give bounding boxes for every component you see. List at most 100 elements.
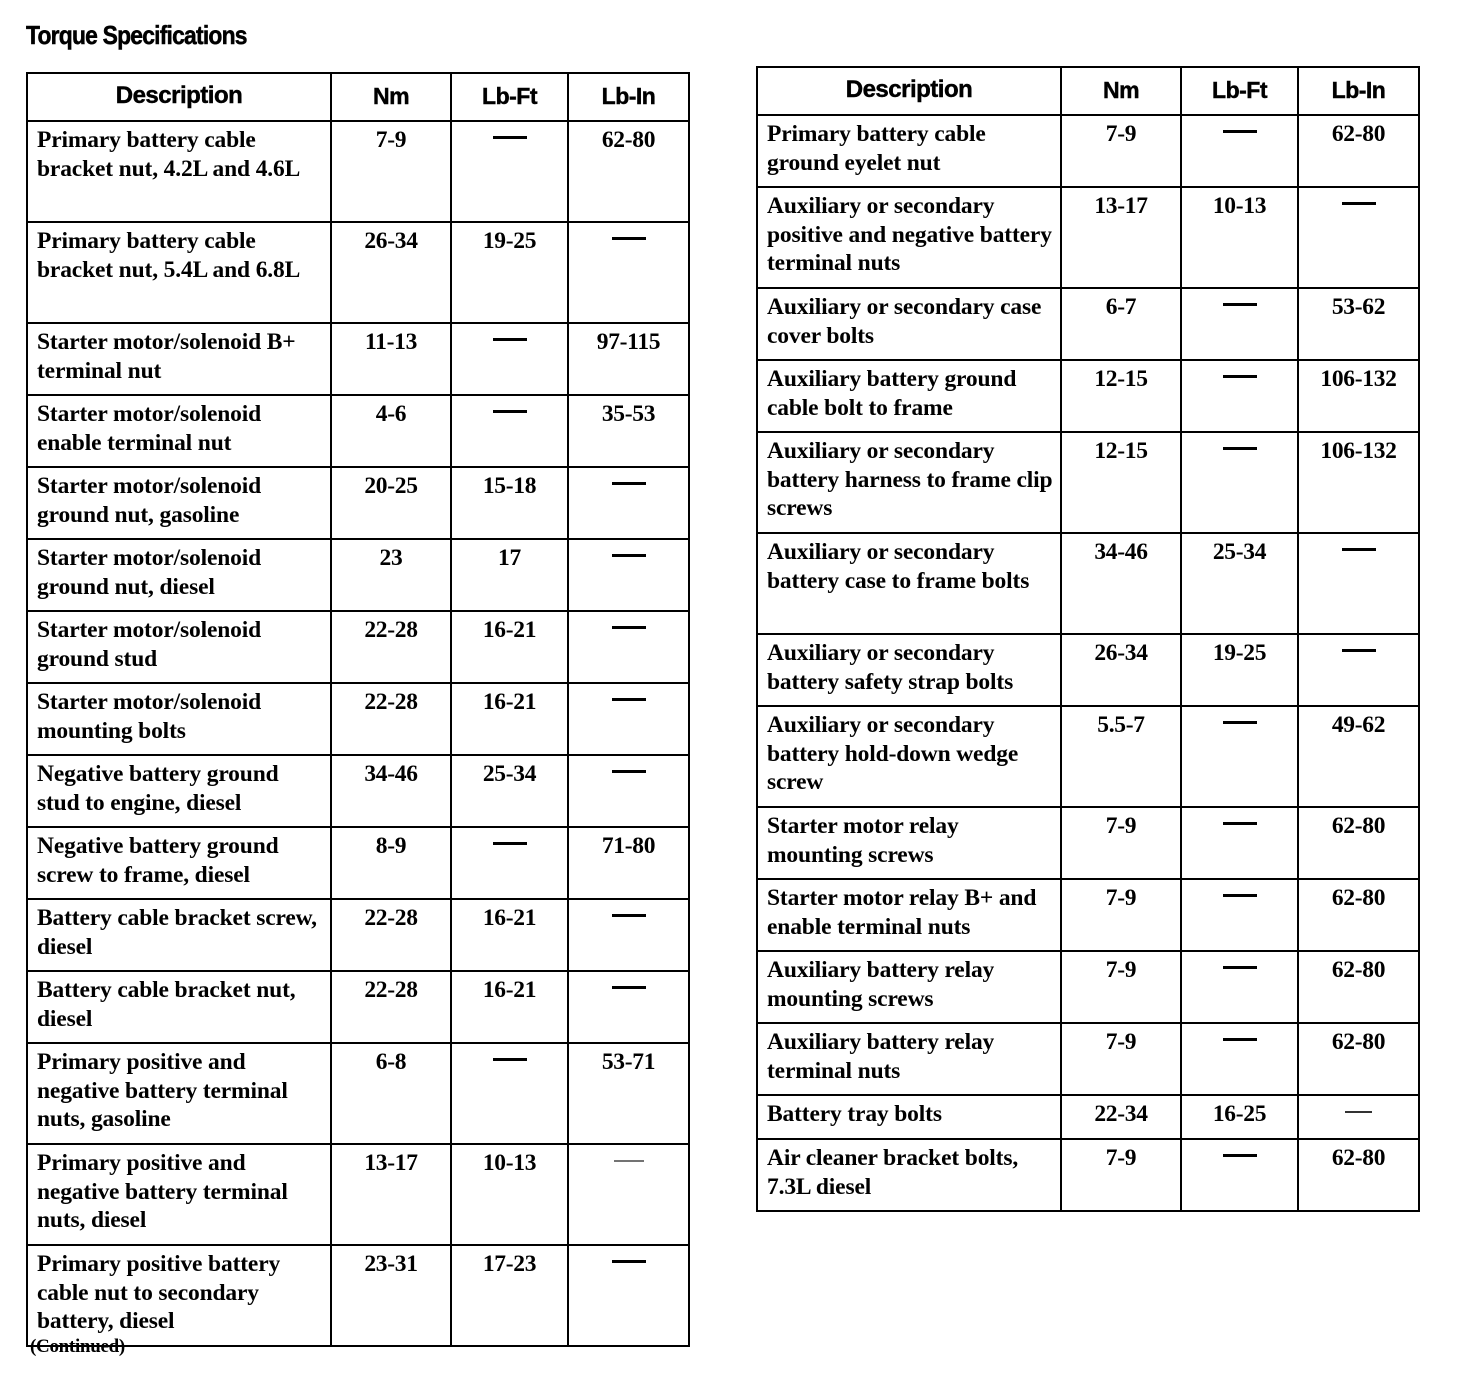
table-row: Primary battery cable ground eyelet nut 7…: [756, 114, 1420, 188]
header-row: Description Nm Lb-Ft Lb-In: [26, 72, 690, 122]
em-dash-placeholder: [611, 986, 646, 989]
cell-lb-in: 62-80: [1297, 950, 1420, 1024]
cell-lb-ft: [1180, 806, 1299, 880]
cell-lb-ft: [450, 322, 569, 396]
cell-description: Starter motor/solenoid mounting bolts: [26, 682, 332, 756]
cell-lb-in: 62-80: [1297, 1138, 1420, 1212]
cell-lb-in: 97-115: [567, 322, 690, 396]
em-dash-placeholder: [492, 136, 527, 139]
cell-lb-in: 62-80: [1297, 878, 1420, 952]
cell-description: Battery cable bracket screw, diesel: [26, 898, 332, 972]
em-dash-placeholder: [611, 770, 646, 773]
table-row: Starter motor relay mounting screws 7-9 62…: [756, 806, 1420, 880]
cell-lb-ft: 19-25: [1180, 633, 1299, 707]
cell-lb-ft: [450, 120, 569, 223]
cell-lb-in: 53-62: [1297, 287, 1420, 361]
header-row: Description Nm Lb-Ft Lb-In: [756, 66, 1420, 116]
table-row: Primary battery cable bracket nut, 4.2L …: [26, 120, 690, 223]
cell-description: Auxiliary battery relay terminal nuts: [756, 1022, 1062, 1096]
cell-lb-in: [567, 610, 690, 684]
cell-nm: 13-17: [330, 1143, 452, 1246]
cell-nm: 5.5-7: [1060, 705, 1182, 808]
table-row: Auxiliary or secondary battery safety st…: [756, 633, 1420, 707]
cell-lb-in: [1297, 1094, 1420, 1140]
cell-nm: 22-28: [330, 610, 452, 684]
em-dash-placeholder: [611, 554, 646, 557]
cell-description: Auxiliary battery relay mounting screws: [756, 950, 1062, 1024]
cell-nm: 23-31: [330, 1244, 452, 1347]
cell-lb-ft: 16-21: [450, 970, 569, 1044]
cell-nm: 7-9: [1060, 806, 1182, 880]
em-dash-placeholder: [492, 842, 527, 845]
cell-lb-in: 53-71: [567, 1042, 690, 1145]
cell-nm: 20-25: [330, 466, 452, 540]
continued-note: (Continued): [30, 1336, 125, 1357]
em-dash-placeholder: [1341, 548, 1376, 551]
cell-description: Auxiliary or secondary battery safety st…: [756, 633, 1062, 707]
table-body-right: Primary battery cable ground eyelet nut 7…: [756, 114, 1420, 1212]
cell-lb-in: [567, 538, 690, 612]
em-dash-placeholder: [1222, 822, 1257, 825]
cell-description: Starter motor/solenoid ground nut, gasol…: [26, 466, 332, 540]
table-row: Auxiliary battery ground cable bolt to f…: [756, 359, 1420, 433]
table-row: Starter motor/solenoid enable terminal n…: [26, 394, 690, 468]
cell-nm: 7-9: [1060, 950, 1182, 1024]
cell-nm: 4-6: [330, 394, 452, 468]
table-row: Auxiliary or secondary battery harness t…: [756, 431, 1420, 534]
cell-description: Auxiliary or secondary battery harness t…: [756, 431, 1062, 534]
cell-lb-in: 62-80: [1297, 114, 1420, 188]
table-row: Auxiliary or secondary case cover bolts 6…: [756, 287, 1420, 361]
cell-lb-in: [567, 1244, 690, 1347]
cell-nm: 12-15: [1060, 431, 1182, 534]
cell-lb-in: 62-80: [1297, 1022, 1420, 1096]
em-dash-placeholder: [1222, 894, 1257, 897]
cell-description: Primary battery cable ground eyelet nut: [756, 114, 1062, 188]
em-dash-placeholder: [492, 338, 527, 341]
cell-lb-in: [1297, 633, 1420, 707]
cell-nm: 12-15: [1060, 359, 1182, 433]
table-row: Starter motor/solenoid B+ terminal nut 11…: [26, 322, 690, 396]
cell-lb-in: 62-80: [567, 120, 690, 223]
column-header-lb-ft: Lb-Ft: [1180, 66, 1299, 116]
cell-lb-in: 62-80: [1297, 806, 1420, 880]
em-dash-placeholder: [1222, 1154, 1257, 1157]
cell-nm: 6-7: [1060, 287, 1182, 361]
cell-lb-ft: [450, 394, 569, 468]
column-header-lb-in: Lb-In: [1297, 66, 1420, 116]
cell-lb-in: [1297, 186, 1420, 289]
table-row: Auxiliary or secondary battery hold-down…: [756, 705, 1420, 808]
page-title: Torque Specifications: [26, 20, 248, 51]
table-row: Auxiliary or secondary battery case to f…: [756, 532, 1420, 635]
cell-lb-in: 71-80: [567, 826, 690, 900]
cell-lb-ft: [1180, 114, 1299, 188]
column-header-nm: Nm: [1060, 66, 1182, 116]
em-dash-placeholder: [1222, 375, 1257, 378]
cell-nm: 22-28: [330, 898, 452, 972]
cell-lb-in: [567, 221, 690, 324]
cell-nm: 13-17: [1060, 186, 1182, 289]
cell-description: Primary positive and negative battery te…: [26, 1042, 332, 1145]
cell-lb-ft: 17: [450, 538, 569, 612]
cell-lb-ft: [450, 826, 569, 900]
cell-description: Battery cable bracket nut, diesel: [26, 970, 332, 1044]
cell-nm: 8-9: [330, 826, 452, 900]
em-dash-placeholder: [611, 914, 646, 917]
cell-lb-in: [567, 466, 690, 540]
cell-lb-in: [567, 754, 690, 828]
cell-lb-in: 49-62: [1297, 705, 1420, 808]
table-header-right: Description Nm Lb-Ft Lb-In: [756, 66, 1420, 116]
cell-description: Air cleaner bracket bolts, 7.3L diesel: [756, 1138, 1062, 1212]
table-row: Starter motor/solenoid ground stud 22-28 1…: [26, 610, 690, 684]
column-header-description: Description: [26, 72, 332, 122]
cell-lb-ft: 16-21: [450, 898, 569, 972]
cell-lb-ft: 19-25: [450, 221, 569, 324]
cell-description: Starter motor/solenoid ground stud: [26, 610, 332, 684]
em-dash-placeholder: [1345, 1111, 1372, 1113]
cell-lb-in: [567, 1143, 690, 1246]
column-header-nm: Nm: [330, 72, 452, 122]
cell-nm: 7-9: [1060, 114, 1182, 188]
torque-table-left: Description Nm Lb-Ft Lb-In Primary batte…: [26, 72, 690, 1347]
cell-description: Starter motor relay B+ and enable termin…: [756, 878, 1062, 952]
table-row: Starter motor relay B+ and enable termin…: [756, 878, 1420, 952]
cell-lb-ft: 15-18: [450, 466, 569, 540]
